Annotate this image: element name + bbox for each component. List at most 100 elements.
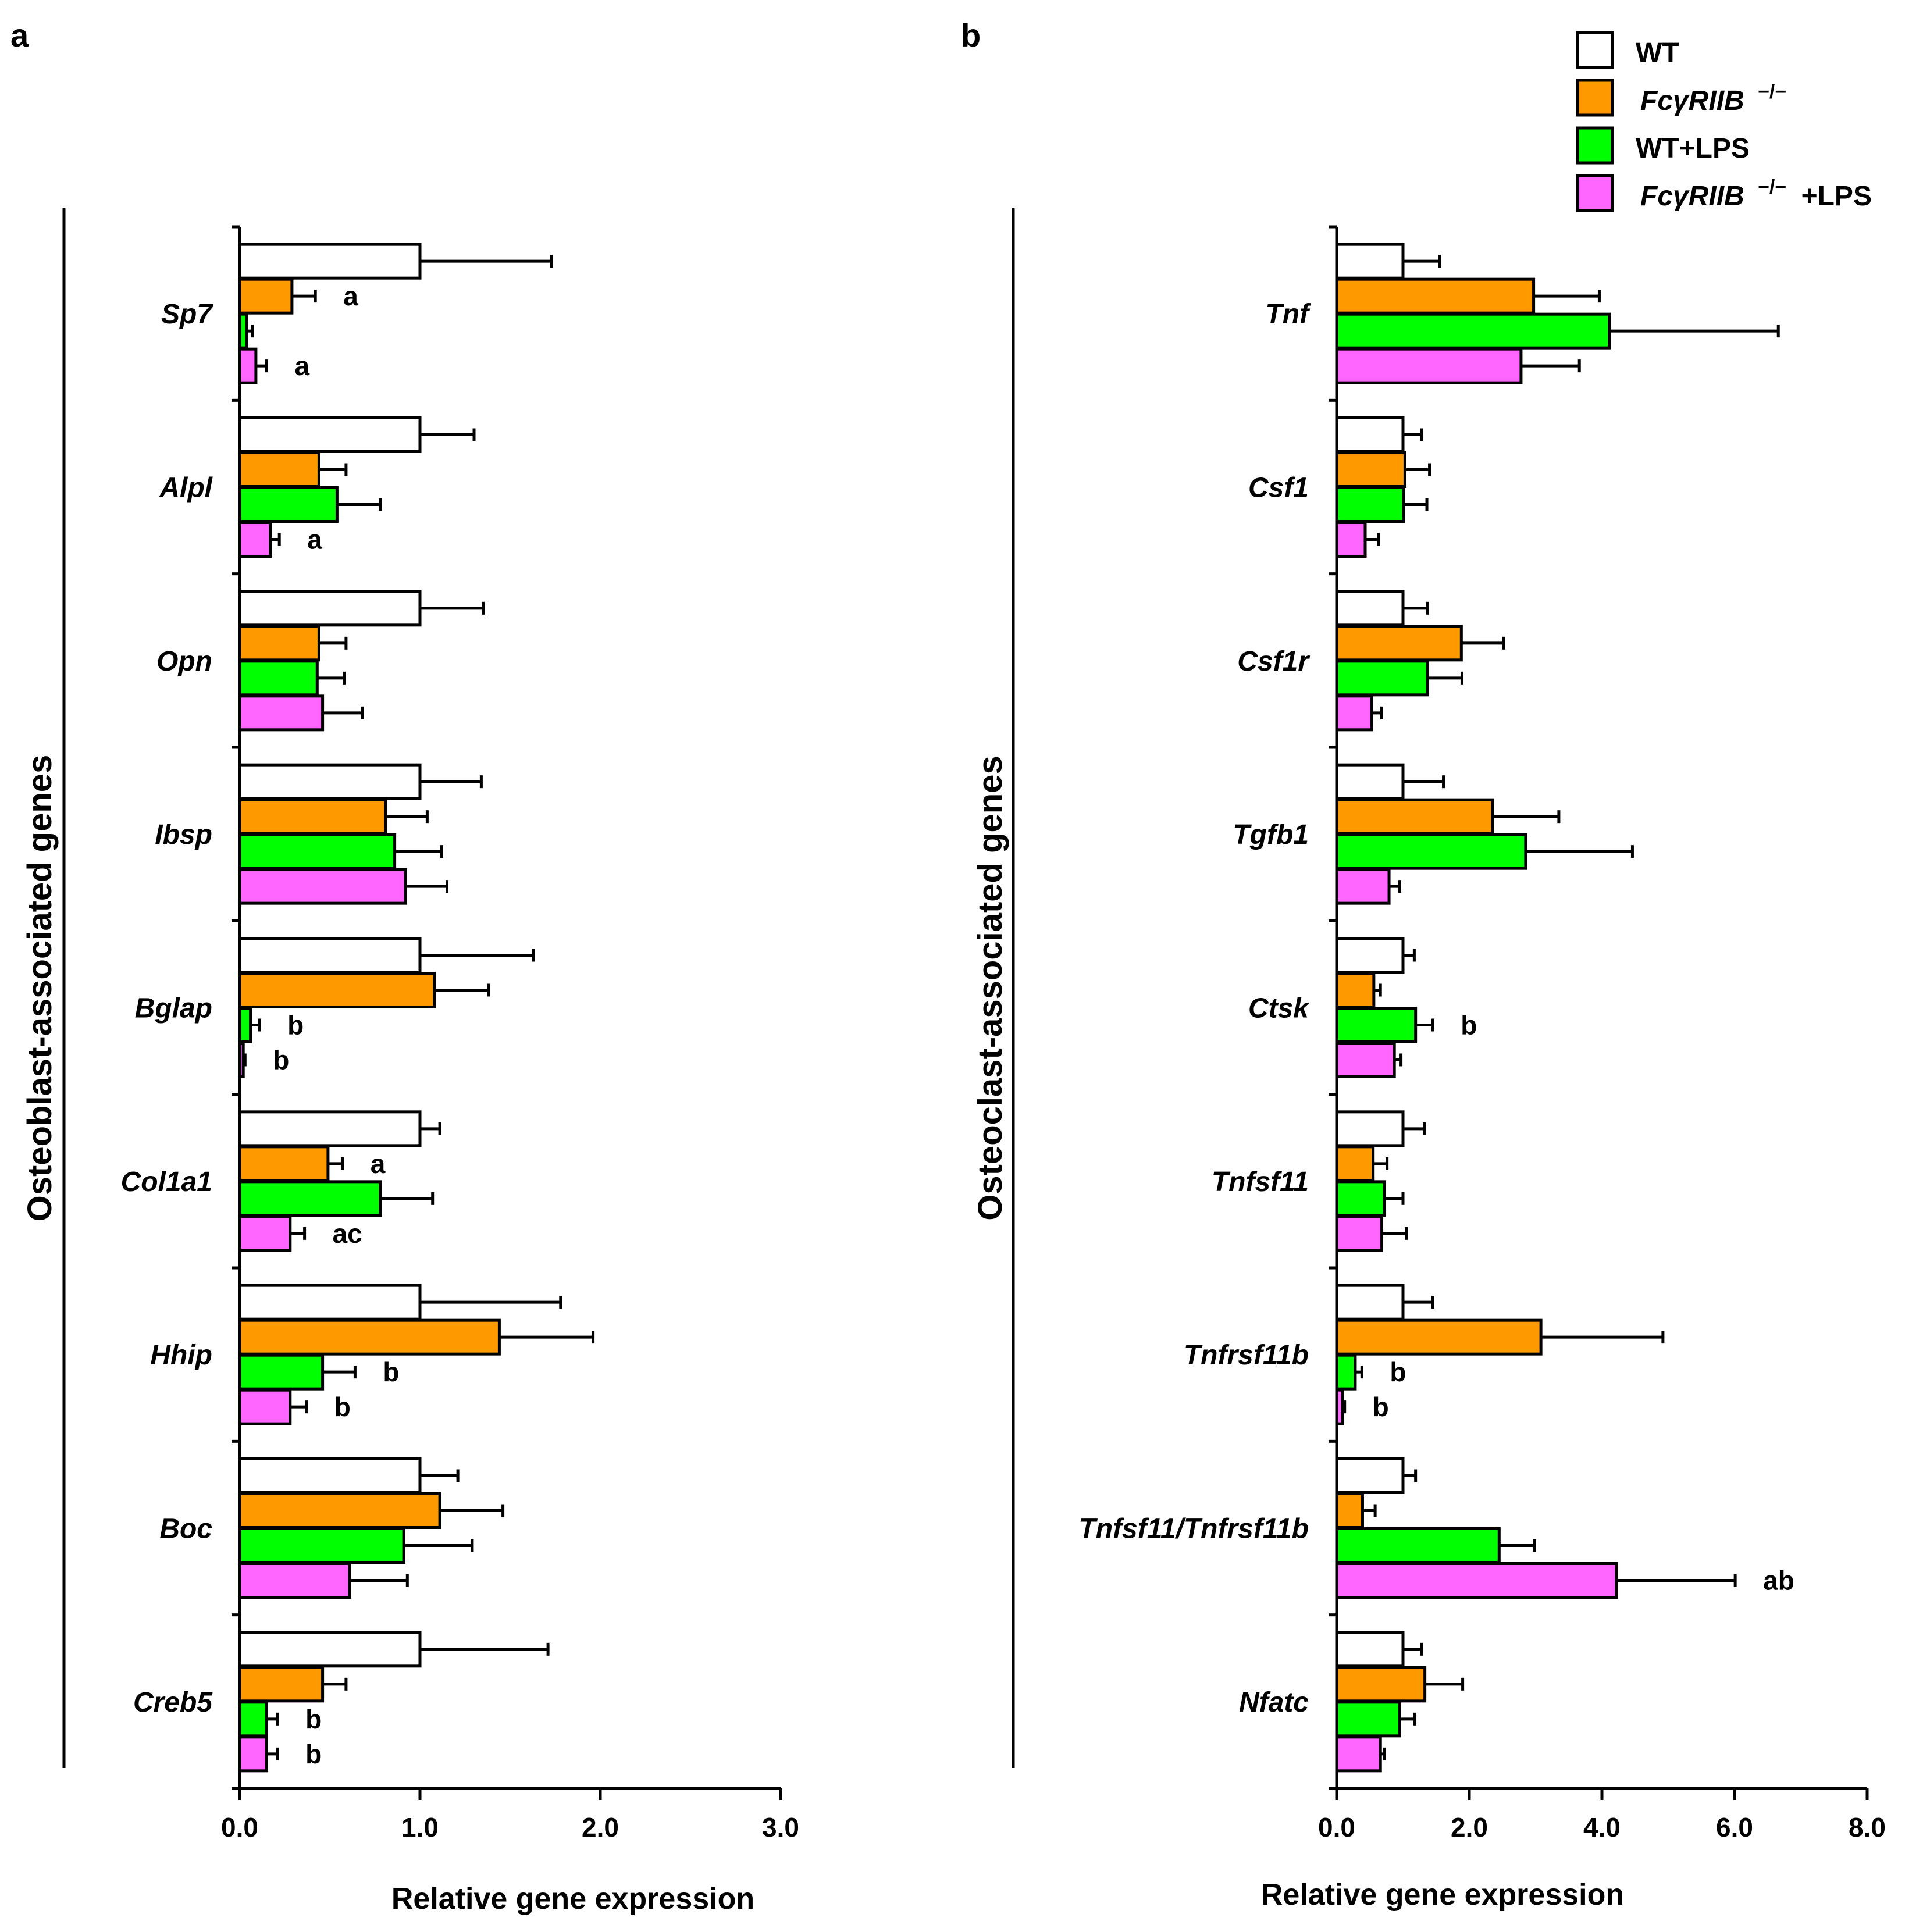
panel-a-bar-ko-lps (238, 347, 258, 384)
panel-a-bar-wt-lps (238, 1007, 252, 1043)
panel-b-x-tick-label: 0.0 (1318, 1812, 1355, 1842)
panel-b-significance-label: b (1373, 1392, 1389, 1422)
panel-b-bar-wt (1335, 937, 1405, 974)
panel-b-bar-ko-lps (1335, 1042, 1396, 1078)
panel-a-bar-ko-lps (238, 1388, 292, 1425)
panel-b-x-tick-label: 8.0 (1849, 1812, 1886, 1842)
panel-b-category-label: Csf1 (1248, 473, 1309, 504)
panel-a-x-tick-label: 3.0 (762, 1812, 799, 1842)
panel-b-bar-ko-lps (1335, 1735, 1382, 1773)
panel-b-chart: Osteoclast-associated genes 0.0 2.0 4.0 6.0 8… (971, 208, 1886, 1912)
panel-a-bar-ko (238, 1318, 501, 1356)
panel-a-bar-ko-lps (238, 868, 407, 905)
panel-a-bar-ko (238, 972, 436, 1008)
legend-label-wt-lps: WT+LPS (1636, 133, 1750, 164)
panel-b-bar-ko (1335, 1666, 1427, 1703)
panel-b-category-label: Nfatc (1239, 1687, 1309, 1718)
panel-label-b: b (961, 17, 981, 54)
panel-b-bar-ko-lps (1335, 1388, 1344, 1425)
panel-b-group-label: Osteoclast-associated genes (971, 755, 1009, 1220)
panel-b-category-label: Tnfsf11 (1212, 1167, 1309, 1197)
panel-a-significance-label: b (273, 1045, 289, 1075)
panel-b-bar-wt-lps (1335, 1527, 1501, 1564)
panel-a-bar-wt-lps (238, 660, 319, 697)
panel-b-bar-ko (1335, 625, 1463, 662)
panel-b-category-label: Tnf (1265, 299, 1311, 330)
panel-a-bar-ko (238, 1492, 441, 1529)
panel-a-x-tick-label: 0.0 (221, 1812, 258, 1842)
panel-b-bar-wt-lps (1335, 312, 1611, 350)
legend-swatch-wt (1576, 31, 1614, 69)
panel-b-bar-wt-lps (1335, 486, 1405, 523)
legend-ko-lps-name: FcγRIIB (1640, 181, 1744, 212)
panel-b-bar-ko-lps (1335, 694, 1373, 732)
panel-b-bar-ko (1335, 277, 1536, 315)
panel-b-category-label: Tnfrsf11b (1184, 1340, 1309, 1371)
panel-a-bar-ko (238, 277, 294, 315)
panel-a-bar-wt (238, 1457, 422, 1494)
legend-swatch-ko-lps (1576, 174, 1614, 212)
panel-a-category-label: Opn (156, 646, 212, 677)
panel-a-category-label: Creb5 (133, 1687, 213, 1718)
panel-a-significance-label: a (307, 525, 322, 555)
panel-a-bar-ko (238, 1666, 325, 1703)
panel-a-bar-wt (238, 590, 422, 627)
legend: WT FcγRIIB −/− WT+LPS FcγRIIB −/− +LPS (1576, 31, 1872, 212)
legend-swatch-ko (1576, 79, 1614, 117)
legend-label-wt: WT (1636, 38, 1679, 69)
panel-b-bar-wt (1335, 763, 1405, 800)
panel-b-x-tick-label: 4.0 (1583, 1812, 1621, 1842)
panel-b-bar-wt (1335, 243, 1405, 280)
panel-a-category-label: Bglap (135, 993, 212, 1024)
panel-a-bar-ko-lps (238, 1562, 351, 1599)
panel-b-bar-ko (1335, 451, 1406, 488)
panel-a-bar-wt (238, 937, 422, 974)
panel-b-bar-wt (1335, 1110, 1405, 1147)
panel-a-bar-ko (238, 625, 320, 662)
panel-b-bar-ko (1335, 1492, 1364, 1529)
panel-b-bar-wt-lps (1335, 1353, 1357, 1391)
panel-a-significance-label: b (305, 1704, 322, 1734)
panel-a-x-tick-label: 1.0 (401, 1812, 439, 1842)
panel-a-bar-wt (238, 763, 422, 800)
panel-b-bar-wt-lps (1335, 1701, 1401, 1738)
panel-b-bar-wt-lps (1335, 1180, 1386, 1217)
panel-b-bar-ko (1335, 1318, 1543, 1356)
panel-b-bar-wt (1335, 1284, 1405, 1321)
panel-b-bar-ko (1335, 798, 1494, 835)
panel-a-bar-wt-lps (238, 1527, 405, 1564)
panel-a-x-axis-title: Relative gene expression (391, 1882, 754, 1916)
panel-a-significance-label: a (371, 1149, 386, 1179)
panel-a-category-label: Boc (159, 1514, 212, 1545)
legend-label-ko: FcγRIIB −/− (1640, 81, 1786, 116)
panel-a-category-label: Hhip (150, 1340, 212, 1371)
panel-a-bar-wt-lps (238, 833, 397, 870)
panel-a-bar-wt-lps (238, 486, 339, 523)
panel-b-bar-ko-lps (1335, 521, 1367, 558)
panel-b-significance-label: ab (1763, 1566, 1794, 1596)
panel-a-bar-wt-lps (238, 1180, 382, 1217)
panel-a-category-label: Alpl (159, 473, 213, 504)
panel-b-category-label: Tnfsf11/Tnfrsf11b (1078, 1514, 1309, 1545)
panel-a-bar-ko-lps (238, 1735, 268, 1773)
panel-a-significance-label: b (287, 1010, 304, 1040)
panel-a-bar-ko-lps (238, 1215, 292, 1252)
panel-a-significance-label: a (343, 281, 358, 311)
panel-b-category-label: Tgfb1 (1233, 819, 1309, 850)
panel-b-x-axis-title: Relative gene expression (1261, 1878, 1624, 1912)
panel-label-a: a (10, 17, 29, 54)
panel-b-category-label: Ctsk (1248, 993, 1310, 1024)
panel-b-bar-wt (1335, 1631, 1405, 1668)
panel-a-significance-label: a (295, 351, 310, 381)
panel-a-group-label: Osteoblast-associated genes (21, 755, 59, 1222)
panel-a-bar-wt (238, 1631, 422, 1668)
panel-b-bar-wt (1335, 416, 1405, 453)
panel-a-bar-ko (238, 1145, 330, 1182)
legend-ko-sup: −/− (1758, 81, 1786, 103)
panel-b-bar-wt-lps (1335, 1007, 1418, 1043)
panel-a-bar-wt-lps (238, 312, 248, 350)
panel-b-category-label: Csf1r (1237, 646, 1310, 677)
panel-b-x-tick-label: 6.0 (1716, 1812, 1753, 1842)
legend-swatch-wt-lps (1576, 126, 1614, 165)
